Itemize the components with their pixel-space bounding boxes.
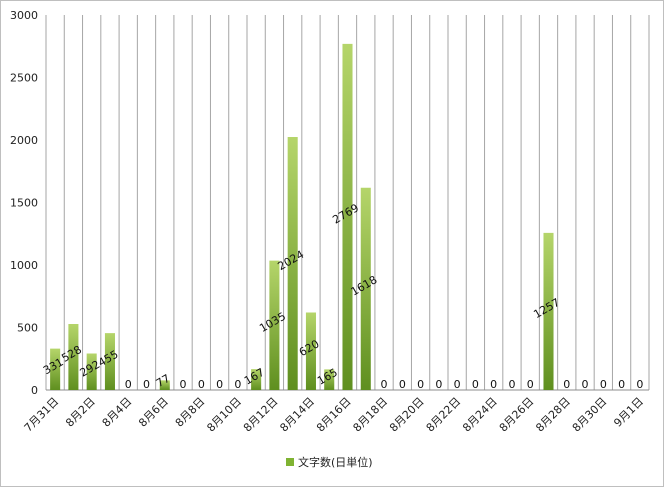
x-tick-label: 8月24日 — [460, 395, 500, 435]
data-label: 0 — [527, 378, 534, 391]
data-label: 0 — [563, 378, 570, 391]
x-tick-label: 9月1日 — [611, 395, 646, 430]
x-tick-label: 8月6日 — [136, 395, 171, 430]
x-axis: 7月31日 8月2日 8月4日 8月6日 8月8日8月10日8月12日8月14日8月16… — [22, 395, 646, 435]
x-tick-label: 8月4日 — [100, 395, 135, 430]
legend: 文字数(日単位) — [286, 455, 373, 469]
data-label: 77 — [154, 372, 173, 390]
x-tick-label: 8月28日 — [533, 395, 573, 435]
y-tick-label: 2500 — [10, 72, 38, 85]
data-label: 0 — [435, 378, 442, 391]
data-label: 0 — [198, 378, 205, 391]
data-label: 0 — [472, 378, 479, 391]
bar — [50, 348, 61, 390]
x-tick-label: 8月14日 — [277, 395, 317, 435]
x-tick-label: 8月30日 — [570, 395, 610, 435]
gridlines — [45, 15, 650, 390]
bar — [68, 324, 79, 390]
x-tick-label: 7月31日 — [22, 395, 62, 435]
data-label: 0 — [234, 378, 241, 391]
y-tick-label: 0 — [31, 384, 38, 397]
x-tick-label: 8月22日 — [424, 395, 464, 435]
data-label: 0 — [143, 378, 150, 391]
x-tick-label: 8月16日 — [314, 395, 354, 435]
x-tick-label: 8月26日 — [497, 395, 537, 435]
legend-swatch — [286, 458, 294, 466]
data-label: 0 — [600, 378, 607, 391]
data-label: 0 — [582, 378, 589, 391]
bar — [159, 380, 170, 390]
legend-label: 文字数(日単位) — [298, 455, 373, 469]
data-label: 0 — [636, 378, 643, 391]
x-tick-label: 8月2日 — [63, 395, 98, 430]
bar — [360, 187, 371, 390]
y-tick-label: 500 — [17, 322, 38, 335]
data-label: 0 — [454, 378, 461, 391]
bar — [287, 137, 298, 390]
x-tick-label: 8月20日 — [387, 395, 427, 435]
data-label: 0 — [216, 378, 223, 391]
bars — [50, 43, 554, 390]
x-tick-label: 8月18日 — [351, 395, 391, 435]
data-label: 0 — [417, 378, 424, 391]
x-tick-label: 8月12日 — [241, 395, 281, 435]
y-axis: 0 500 1000 1500 2000 2500 3000 — [10, 9, 38, 397]
bar — [104, 333, 115, 390]
bar — [342, 43, 353, 390]
bar — [324, 369, 335, 390]
x-tick-label: 8月10日 — [204, 395, 244, 435]
data-label: 0 — [180, 378, 187, 391]
bar — [86, 353, 97, 390]
data-label: 0 — [490, 378, 497, 391]
bar — [269, 260, 280, 390]
y-tick-label: 1500 — [10, 197, 38, 210]
x-tick-label: 8月8日 — [173, 395, 208, 430]
y-tick-label: 3000 — [10, 9, 38, 22]
bar — [543, 232, 554, 390]
data-label: 0 — [399, 378, 406, 391]
y-tick-label: 1000 — [10, 259, 38, 272]
y-tick-label: 2000 — [10, 134, 38, 147]
data-label: 0 — [125, 378, 132, 391]
data-label: 0 — [381, 378, 388, 391]
bar — [251, 369, 262, 390]
data-label: 0 — [508, 378, 515, 391]
bar — [305, 312, 316, 390]
data-label: 0 — [618, 378, 625, 391]
